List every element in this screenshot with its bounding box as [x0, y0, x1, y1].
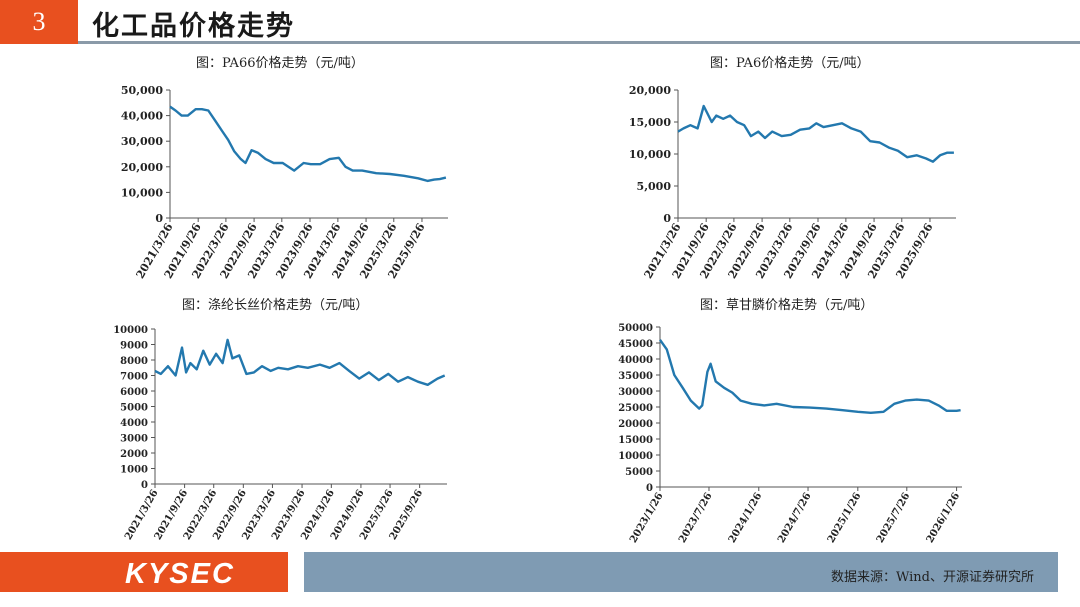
- data-source-note: 数据来源：Wind、开源证券研究所: [831, 570, 1034, 585]
- y-tick-label: 10,000: [121, 186, 163, 199]
- x-tick-label: 2025/7/26: [875, 491, 913, 545]
- y-tick-label: 2000: [120, 449, 148, 460]
- x-tick-label: 2024/1/26: [727, 491, 765, 545]
- y-tick-label: 30,000: [121, 135, 163, 148]
- x-tick-label: 2023/7/26: [677, 491, 715, 545]
- y-tick-label: 50,000: [121, 84, 163, 97]
- y-tick-label: 5000: [625, 467, 653, 478]
- section-number: 3: [0, 0, 78, 44]
- x-tick-label: 2026/1/26: [925, 491, 963, 545]
- y-tick-label: 7000: [120, 372, 148, 383]
- y-tick-label: 20,000: [629, 84, 671, 97]
- y-tick-label: 45000: [618, 339, 653, 350]
- chart-title-polyester: 图：涤纶长丝价格走势（元/吨）: [182, 298, 369, 313]
- y-tick-label: 15000: [618, 435, 653, 446]
- y-tick-label: 10000: [618, 451, 653, 462]
- price-series-line: [169, 105, 447, 183]
- price-series-line: [659, 339, 961, 414]
- y-tick-label: 35000: [618, 371, 653, 382]
- y-tick-label: 5,000: [637, 180, 672, 193]
- y-tick-label: 10,000: [629, 148, 671, 161]
- company-logo: KYSEC: [125, 558, 235, 590]
- y-tick-label: 5000: [120, 403, 148, 414]
- x-tick-label: 2023/1/26: [628, 491, 666, 545]
- y-tick-label: 0: [155, 212, 163, 225]
- x-tick-label: 2024/7/26: [776, 491, 814, 545]
- y-tick-label: 30000: [618, 387, 653, 398]
- page-title: 化工品价格走势: [92, 11, 295, 42]
- header-divider: [78, 41, 1080, 44]
- x-tick-label: 2025/1/26: [826, 491, 864, 545]
- y-tick-label: 10000: [113, 325, 148, 336]
- y-tick-label: 8000: [120, 356, 148, 367]
- y-tick-label: 20000: [618, 419, 653, 430]
- chart-title-pa6: 图：PA6价格走势（元/吨）: [710, 56, 870, 71]
- footer-brand-bar: [0, 552, 288, 592]
- y-tick-label: 15,000: [629, 116, 671, 129]
- y-tick-label: 3000: [120, 434, 148, 445]
- y-tick-label: 9000: [120, 341, 148, 352]
- price-series-line: [154, 338, 446, 386]
- y-tick-label: 40000: [618, 355, 653, 366]
- price-series-line: [677, 104, 954, 163]
- y-tick-label: 0: [141, 480, 148, 491]
- y-tick-label: 50000: [618, 323, 653, 334]
- footer-source-bar: [304, 552, 1058, 592]
- y-tick-label: 0: [663, 212, 671, 225]
- y-tick-label: 0: [646, 483, 653, 494]
- chart-title-glyphosate: 图：草甘膦价格走势（元/吨）: [700, 298, 874, 313]
- y-tick-label: 40,000: [121, 110, 163, 123]
- y-tick-label: 1000: [120, 465, 148, 476]
- y-tick-label: 20,000: [121, 161, 163, 174]
- y-tick-label: 25000: [618, 403, 653, 414]
- y-tick-label: 6000: [120, 387, 148, 398]
- y-tick-label: 4000: [120, 418, 148, 429]
- chart-title-pa66: 图：PA66价格走势（元/吨）: [196, 56, 364, 71]
